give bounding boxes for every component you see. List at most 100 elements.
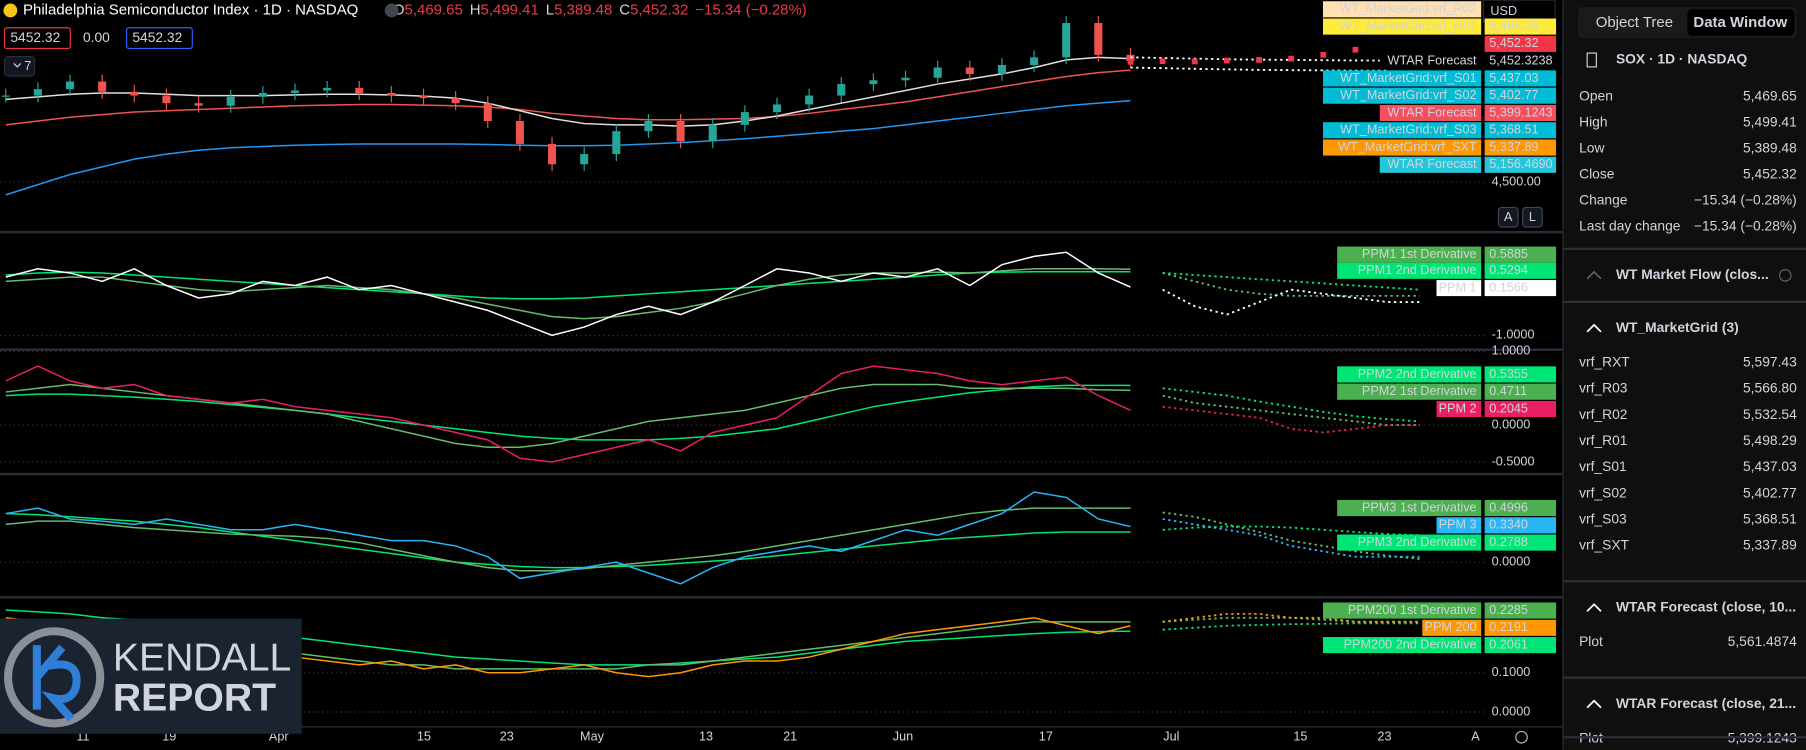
forecast-line [1162, 525, 1420, 537]
value-box [1484, 517, 1557, 534]
label-box [1422, 619, 1482, 636]
tab[interactable]: Data Window [1693, 14, 1787, 31]
badge-text: 5452.32 [132, 29, 182, 45]
dw-row-label: Open [1579, 88, 1613, 104]
series-value: 0.2045 [1489, 401, 1528, 415]
ohlc-key: O [393, 1, 405, 18]
menu-dot [384, 3, 399, 18]
series-value: 5,368.51 [1489, 123, 1538, 137]
logo-bg [0, 618, 302, 734]
candle [162, 95, 171, 104]
dw-row-value: 5,437.03 [1743, 458, 1797, 474]
scale-button[interactable] [1497, 206, 1519, 228]
candle [1, 95, 10, 97]
dw-row-label: High [1579, 114, 1607, 130]
ohlc-key: H [470, 1, 481, 18]
collapse-chevron[interactable] [1586, 699, 1602, 709]
dw-row-value: −15.34 (−0.28%) [1694, 192, 1797, 208]
dw-row-label: vrf_R02 [1579, 406, 1627, 422]
settings-icon[interactable] [1515, 730, 1528, 744]
candle [644, 120, 653, 132]
tab[interactable]: Object Tree [1596, 14, 1673, 31]
collapse-chevron[interactable] [1586, 603, 1602, 612]
badge-text: 0.00 [83, 29, 110, 45]
forecast-dot [1256, 57, 1262, 63]
badge-text: 5452.32 [10, 29, 60, 45]
y-tick-label: 4,500.00 [1492, 174, 1541, 188]
candle [548, 143, 557, 165]
series-label: WT_MarketGrid:vrf_S01 [1340, 71, 1476, 85]
value-box [1484, 70, 1557, 87]
scale-button[interactable] [1522, 206, 1543, 228]
collapse-chevron[interactable] [1586, 323, 1602, 333]
value-box [1484, 156, 1557, 173]
value-box [1484, 383, 1557, 400]
series-label: PPM2 1st Derivative [1362, 384, 1477, 398]
forecast-dot [1320, 51, 1327, 58]
x-tick-label: 21 [783, 730, 797, 744]
x-tick-label: Jun [893, 730, 913, 744]
side-panel [1562, 0, 1806, 750]
candle [772, 104, 782, 113]
x-tick-label: Jul [1163, 730, 1179, 744]
value-box [1484, 619, 1557, 636]
collapse-button[interactable] [4, 55, 36, 77]
series-label: PPM 2 [1439, 401, 1477, 415]
candle [33, 89, 42, 96]
ohlc-change: −15.34 (−0.28%) [695, 1, 807, 18]
forecast-dot [1288, 55, 1295, 62]
candle [65, 81, 75, 90]
series-label: PPM 1 [1439, 280, 1477, 294]
value-box [1484, 262, 1557, 279]
y-tick-label: 0.1000 [1492, 665, 1531, 679]
label-box [1379, 104, 1482, 122]
ohlc-key: C [619, 1, 630, 18]
candle [226, 96, 235, 106]
series-label: WTAR Forecast [1388, 157, 1478, 171]
label-box [1337, 383, 1482, 400]
collapse-chevron[interactable] [1586, 270, 1602, 280]
value-box [1484, 366, 1557, 383]
dw-row-value: 5,566.80 [1743, 380, 1797, 396]
indicator-line [5, 56, 1131, 127]
dw-row-value: −15.34 (−0.28%) [1694, 218, 1797, 234]
ohlc-value: 5,389.48 [554, 1, 612, 18]
candle [612, 131, 621, 155]
candle [387, 93, 396, 96]
dw-row-label: vrf_S02 [1579, 484, 1627, 500]
forecast-line [1162, 622, 1420, 631]
y-tick-label: -0.5000 [1492, 454, 1535, 468]
series-label: PPM 3 [1439, 518, 1477, 532]
candle [1030, 57, 1039, 66]
candle [323, 87, 332, 91]
dw-row-value: 5,498.29 [1743, 432, 1797, 448]
series-value: 5,337.89 [1489, 140, 1538, 154]
label-box [1337, 534, 1482, 551]
candle [515, 120, 524, 144]
value-box [1484, 87, 1557, 104]
series-value: 5,399.1243 [1489, 105, 1552, 119]
dw-row-label: Low [1579, 140, 1605, 156]
forecast-line [1162, 272, 1420, 291]
label-box [1379, 53, 1482, 70]
label-box [1322, 18, 1482, 35]
series-value: 0.2191 [1489, 620, 1528, 634]
x-tick-label: May [580, 730, 605, 744]
series-value: 5,452.3238 [1489, 53, 1552, 67]
dw-row-label: Change [1579, 192, 1628, 208]
value-box [1484, 246, 1557, 263]
forecast-line [1162, 288, 1420, 316]
series-label: WT_MarketGrid:vrf_R01 [1339, 19, 1476, 33]
label-box [1322, 70, 1482, 87]
forecast-dot [1127, 58, 1134, 65]
series-value: 5,452.32 [1489, 36, 1538, 50]
x-tick-label: 23 [1377, 730, 1391, 744]
indicator-line [5, 271, 1131, 300]
series-label: PPM1 1st Derivative [1362, 247, 1477, 261]
symbol-icon [3, 3, 18, 18]
series-label: PPM200 2nd Derivative [1344, 637, 1477, 651]
series-value: 5,156.4690 [1489, 157, 1552, 171]
candle [676, 120, 685, 142]
value-box [1484, 104, 1557, 122]
series-label: WT_MarketGrid:vrf_R02 [1339, 2, 1476, 16]
